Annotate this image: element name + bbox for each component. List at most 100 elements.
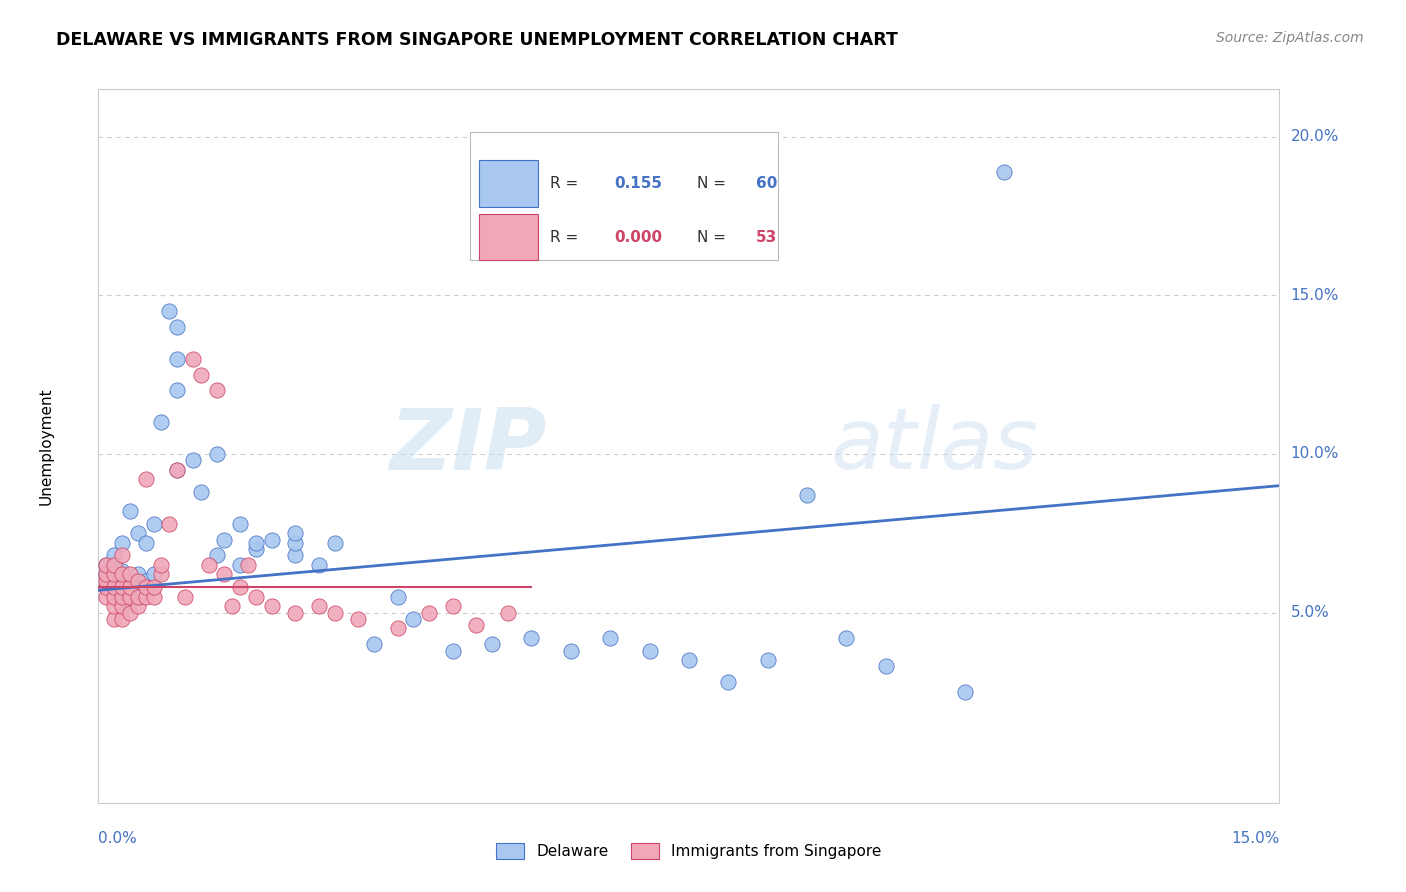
FancyBboxPatch shape (471, 132, 778, 260)
Point (363, 637, 385, 651)
Point (166, 320, 188, 334)
Point (118, 590, 141, 604)
Point (284, 526, 307, 541)
Point (875, 659, 897, 673)
Point (103, 558, 125, 572)
Point (441, 643, 464, 657)
Point (111, 590, 134, 604)
Point (284, 549, 307, 563)
Point (496, 606, 519, 620)
Point (127, 590, 149, 604)
Text: 15.0%: 15.0% (1291, 288, 1339, 303)
FancyBboxPatch shape (478, 214, 537, 260)
Point (418, 606, 440, 620)
Point (150, 567, 173, 582)
Point (96, 567, 118, 582)
Point (96, 558, 118, 572)
Point (284, 535, 307, 549)
Point (135, 590, 157, 604)
Point (103, 590, 125, 604)
Point (214, 567, 236, 582)
Point (103, 567, 125, 582)
Point (197, 558, 219, 572)
Point (174, 590, 197, 604)
Text: R =: R = (550, 176, 582, 191)
Point (560, 643, 582, 657)
Point (205, 384, 228, 398)
Point (520, 631, 543, 645)
Point (229, 516, 252, 531)
Point (387, 590, 409, 604)
Point (441, 599, 464, 614)
Point (308, 599, 330, 614)
Point (96, 558, 118, 572)
FancyBboxPatch shape (478, 161, 537, 207)
Point (245, 542, 267, 557)
Point (166, 463, 188, 477)
Point (103, 574, 125, 588)
Point (142, 567, 165, 582)
Point (166, 351, 188, 366)
Text: 15.0%: 15.0% (1232, 830, 1279, 846)
Point (150, 558, 173, 572)
Point (118, 504, 141, 518)
Point (229, 558, 252, 572)
Point (190, 485, 212, 500)
Point (96, 580, 118, 594)
Point (993, 164, 1015, 178)
Point (245, 590, 267, 604)
Point (214, 533, 236, 547)
Legend: Delaware, Immigrants from Singapore: Delaware, Immigrants from Singapore (489, 835, 889, 866)
Point (127, 574, 149, 588)
Point (638, 643, 661, 657)
Text: 53: 53 (756, 230, 778, 244)
Text: N =: N = (697, 230, 731, 244)
Point (96, 574, 118, 588)
Point (96, 590, 118, 604)
Point (323, 535, 346, 549)
Point (111, 596, 134, 610)
Point (111, 567, 134, 582)
Point (260, 533, 283, 547)
Point (118, 606, 141, 620)
Point (96, 580, 118, 594)
Point (835, 631, 858, 645)
Point (953, 685, 976, 699)
Point (190, 368, 212, 382)
Text: atlas: atlas (831, 404, 1039, 488)
Point (260, 599, 283, 614)
Point (387, 621, 409, 635)
Point (142, 580, 165, 594)
Point (402, 612, 425, 626)
Point (181, 351, 204, 366)
Point (111, 580, 134, 594)
Text: ZIP: ZIP (389, 404, 547, 488)
Text: 0.0%: 0.0% (98, 830, 138, 846)
Point (103, 549, 125, 563)
Point (111, 599, 134, 614)
Point (127, 526, 149, 541)
Point (229, 580, 252, 594)
Point (118, 567, 141, 582)
Text: 20.0%: 20.0% (1291, 129, 1339, 145)
Point (245, 535, 267, 549)
Point (118, 574, 141, 588)
Point (135, 574, 157, 588)
Text: 5.0%: 5.0% (1291, 605, 1329, 620)
Text: R =: R = (550, 230, 582, 244)
Text: 10.0%: 10.0% (1291, 446, 1339, 461)
Text: Unemployment: Unemployment (38, 387, 53, 505)
Point (323, 606, 346, 620)
Point (103, 558, 125, 572)
Point (118, 590, 141, 604)
Point (135, 472, 157, 486)
Point (103, 580, 125, 594)
Point (236, 558, 259, 572)
Point (465, 618, 488, 632)
Point (96, 567, 118, 582)
Point (166, 384, 188, 398)
Point (111, 564, 134, 578)
Text: 0.000: 0.000 (614, 230, 662, 244)
Point (717, 675, 740, 690)
Point (103, 580, 125, 594)
